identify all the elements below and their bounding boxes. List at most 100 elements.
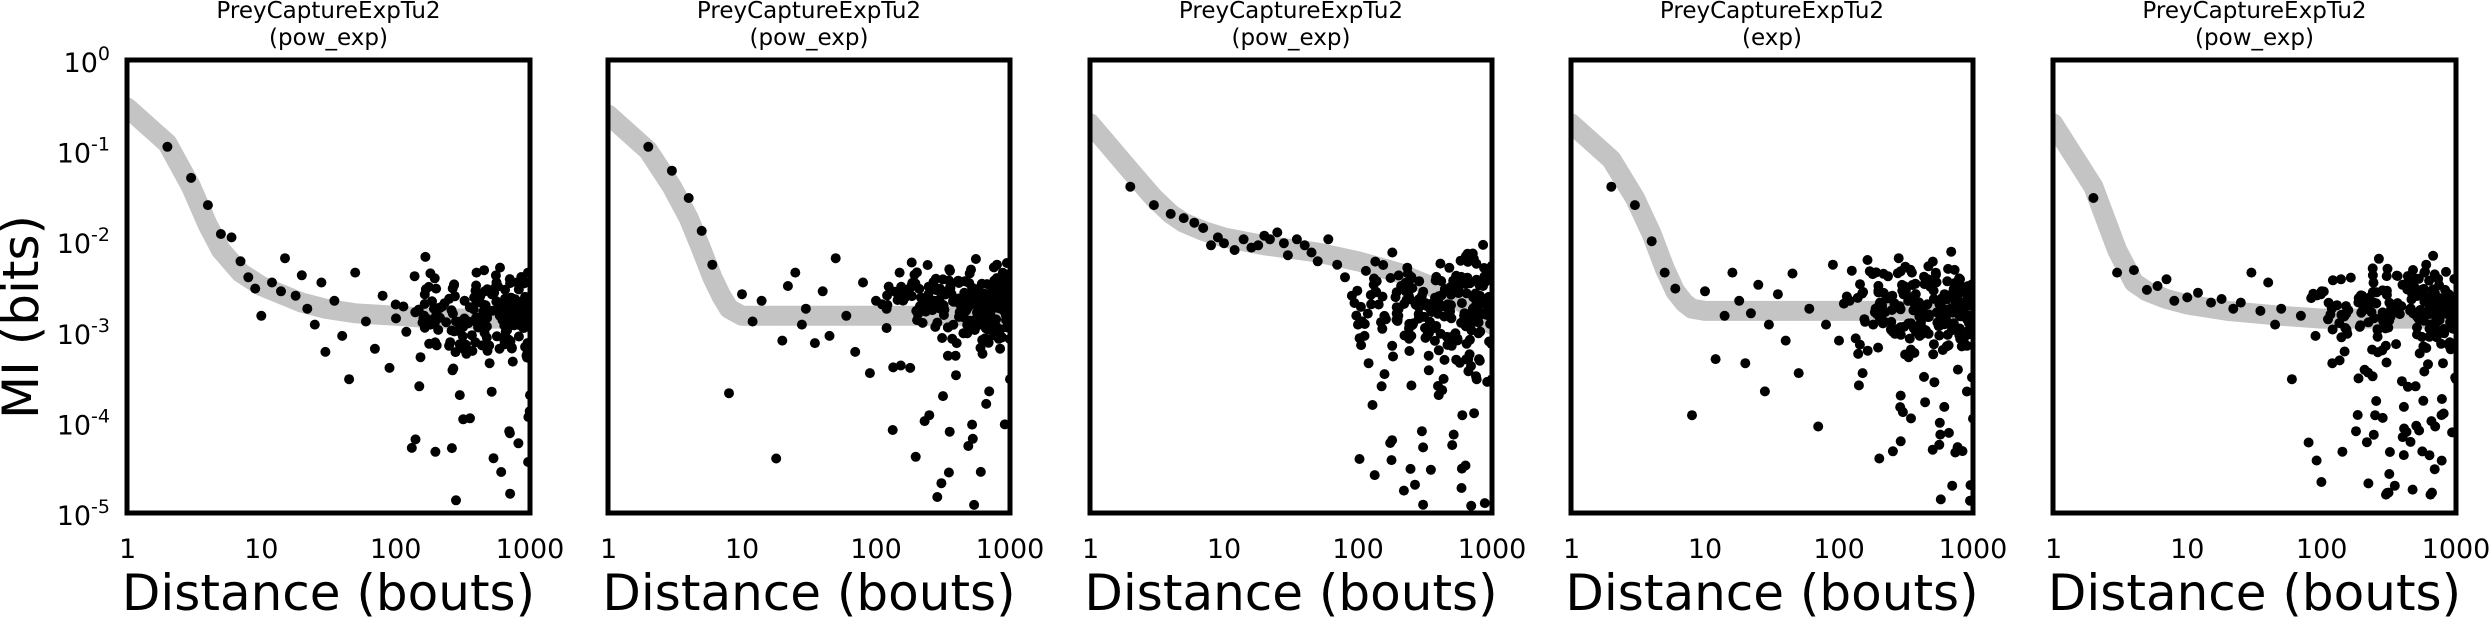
chart-title: PreyCaptureExpTu2 [697,0,921,24]
data-point [1414,276,1425,287]
data-point [235,256,246,267]
data-point [1859,314,1870,325]
data-point [350,267,361,278]
data-point [186,172,197,183]
data-point [390,299,401,310]
data-point [1461,354,1472,365]
data-point [2423,359,2433,370]
data-point [1461,288,1472,299]
data-point [2401,426,2412,437]
data-point [1359,330,1370,341]
data-point [458,414,469,425]
data-point [414,381,425,392]
data-point [1936,302,1947,313]
data-point [1387,435,1398,446]
data-point [1834,335,1844,346]
data-point [1480,308,1491,319]
data-point [1272,227,1283,238]
data-point [2434,280,2445,291]
data-point [1827,259,1838,270]
data-point [484,358,495,369]
data-point [1388,351,1398,362]
data-point [1875,314,1886,325]
data-point [936,478,947,489]
data-point [1370,287,1380,298]
data-point [2396,301,2407,312]
data-point [995,343,1006,354]
data-point [643,141,654,152]
y-tick-label: 10-5 [57,496,110,532]
data-point [1874,453,1885,464]
data-point [1291,234,1302,245]
data-point [429,317,440,328]
data-point [986,287,997,297]
data-point [2429,301,2440,311]
data-point [1910,278,1921,289]
x-tick-label: 100 [1813,534,1865,565]
data-point [1892,268,1903,279]
data-point [910,451,921,462]
data-point [919,416,930,427]
data-point [2152,281,2163,291]
data-point [1929,377,1940,388]
data-point [914,301,925,312]
data-point [1961,386,1972,397]
data-point [1480,295,1491,306]
data-point [1821,319,1831,330]
data-point [2246,267,2257,278]
data-point [449,326,460,337]
data-point [2345,272,2356,283]
data-point [2384,469,2395,479]
data-point [1430,275,1441,286]
data-point [1895,390,1906,401]
data-point [1405,463,1416,474]
data-point [2406,294,2417,305]
chart-subtitle: (pow_exp) [750,25,869,51]
data-point [2326,303,2337,314]
data-point [932,492,943,502]
data-point [2429,464,2440,475]
data-point [2368,277,2379,288]
data-point [707,259,718,270]
data-point [450,347,461,358]
y-tick-label: 10-4 [57,405,110,441]
data-point [993,333,1004,344]
x-tick-label: 10 [2170,534,2204,565]
fit-curve [127,97,530,329]
data-point [2430,318,2441,329]
data-point [1386,455,1397,466]
data-point [2398,401,2409,412]
data-point [162,141,173,152]
data-point [1734,295,1745,306]
data-point [969,499,980,510]
data-point [1670,283,1681,294]
data-point [850,346,861,357]
x-tick-label: 10 [725,534,759,565]
data-point [435,302,445,313]
data-point [2373,253,2384,264]
data-point [1442,339,1453,350]
data-point [1946,246,1957,257]
data-point [1425,464,1436,475]
data-point [2193,287,2203,298]
y-tick-label: 10-2 [57,224,110,260]
data-point [226,232,237,243]
data-point [790,267,801,278]
data-point [1954,296,1965,307]
data-point [800,303,811,314]
data-point [415,352,426,363]
data-point [1332,259,1343,270]
data-point [922,260,933,270]
data-point [932,317,943,328]
data-point [1895,329,1906,340]
data-point [895,360,906,371]
data-point [488,453,499,464]
data-point [1456,483,1467,493]
data-point [1422,330,1433,341]
data-point [1423,350,1434,361]
data-point [2372,331,2383,342]
data-point [2405,436,2416,447]
data-point [2352,410,2363,420]
data-point [1457,410,1468,421]
data-point [2376,312,2387,322]
